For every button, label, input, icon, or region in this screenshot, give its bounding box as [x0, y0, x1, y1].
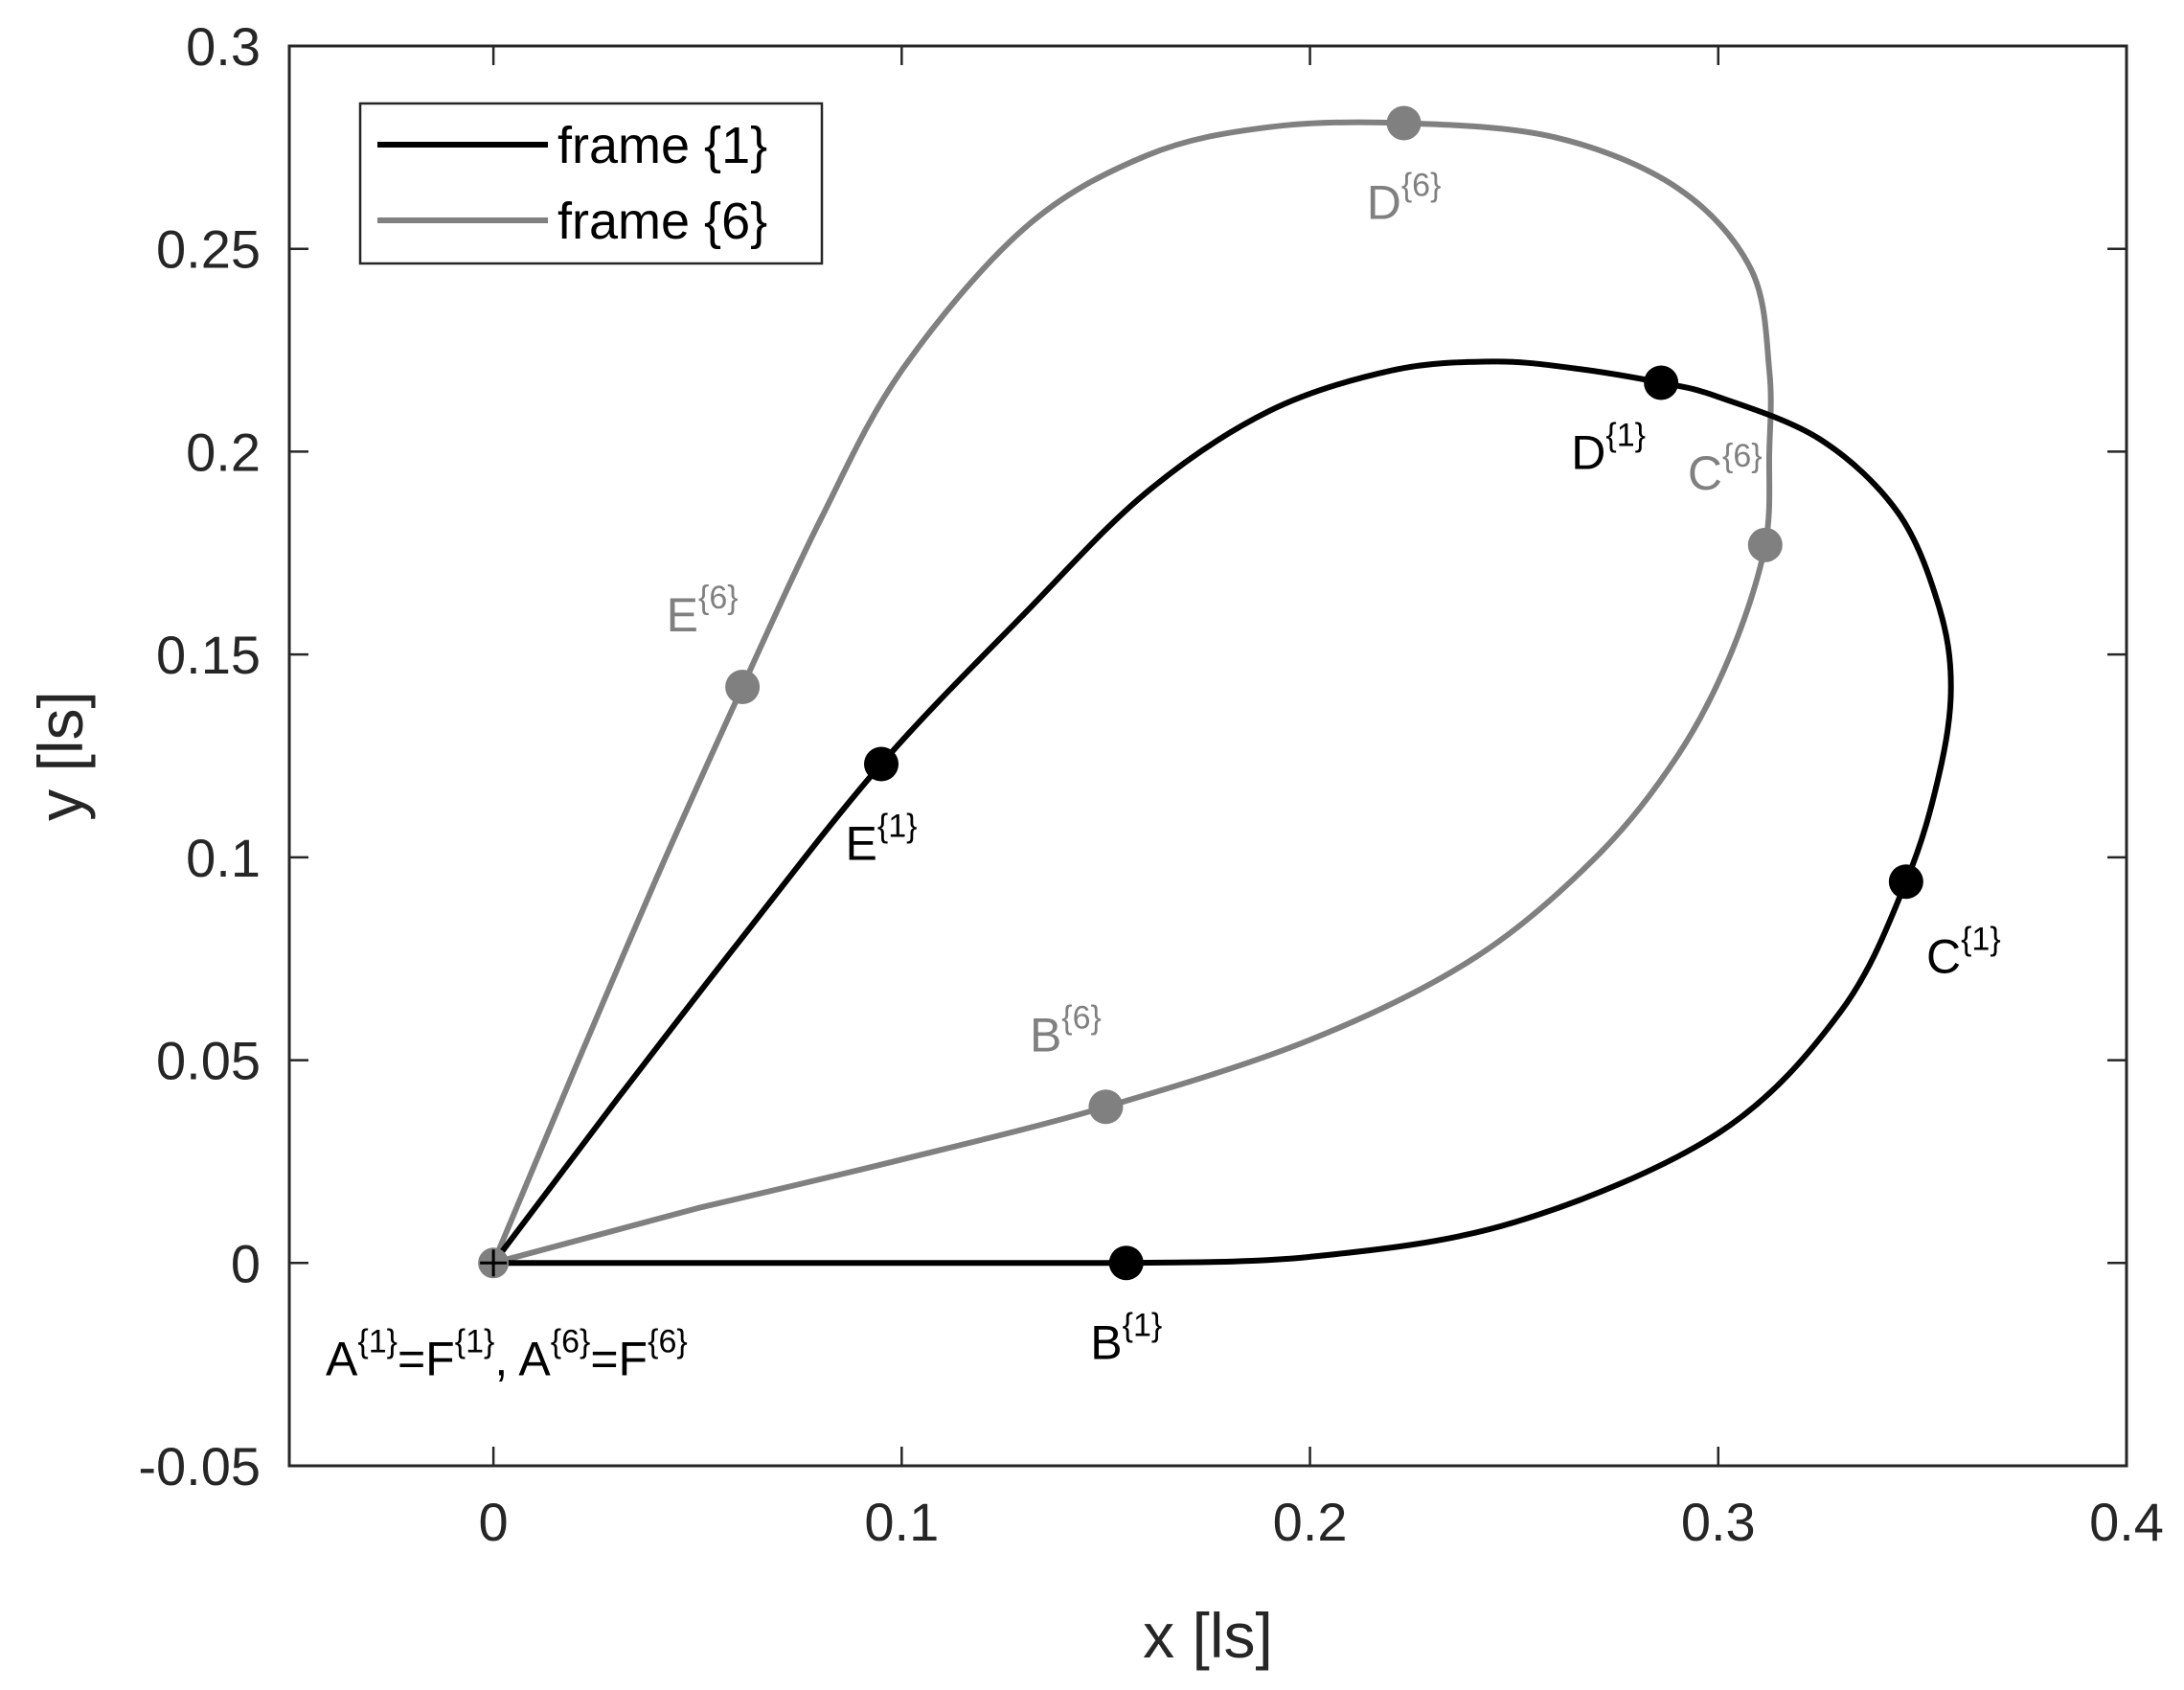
x-axis-label: x [ls]	[1143, 1600, 1273, 1671]
x-tick-label: 0	[479, 1492, 509, 1552]
y-tick-label: 0	[231, 1233, 261, 1293]
y-axis-label: y [ls]	[25, 691, 96, 821]
point-e-marker	[864, 746, 899, 782]
legend-box	[358, 102, 824, 265]
point-b-marker	[1088, 1089, 1124, 1125]
series-line-frame-6	[490, 119, 1774, 1267]
series-line-frame-1	[490, 358, 1954, 1267]
annotations-layer: B{6} C{6} D{6} E{6} B{1} C{1} D{1} E{1} A{1}=F{1…	[326, 167, 2001, 1385]
origin-label: A{1}=F{1}, A{6}=F{6}	[326, 1323, 688, 1385]
x-tick-label: 0.4	[2089, 1492, 2164, 1552]
y-tick-label: 0.2	[186, 422, 261, 482]
point-label: C{6}	[1688, 438, 1763, 500]
legend-label-frame-1: frame {1}	[557, 117, 767, 174]
y-tick-label: 0.15	[156, 625, 261, 685]
point-label: B{1}	[1090, 1307, 1162, 1369]
y-tick-label: 0.25	[156, 219, 261, 280]
x-tick-label: 0.2	[1273, 1492, 1348, 1552]
x-tick-label: 0.3	[1681, 1492, 1756, 1552]
y-tick-label: 0.3	[186, 16, 261, 77]
point-label: E{1}	[846, 808, 918, 870]
point-c-marker	[1747, 527, 1783, 562]
ticks-layer	[289, 44, 2128, 1468]
tick-labels-layer: 0 0.1 0.2 0.3 0.4 -0.05 0 0.05 0.1 0.15 0.2 0.25 0.3	[138, 16, 2164, 1552]
point-label: C{1}	[1926, 921, 2001, 983]
y-tick-label: 0.05	[156, 1031, 261, 1091]
x-tick-label: 0.1	[864, 1492, 939, 1552]
point-d-marker	[1386, 105, 1422, 141]
plot-frame	[287, 44, 2128, 1468]
point-b-marker	[1108, 1245, 1144, 1281]
point-label: D{6}	[1367, 167, 1442, 229]
point-label: B{6}	[1030, 999, 1102, 1062]
y-tick-label: 0.1	[186, 828, 261, 888]
y-tick-label: -0.05	[138, 1436, 261, 1496]
legend: frame {1} frame {6}	[358, 102, 824, 265]
point-label: E{6}	[667, 580, 739, 642]
point-label: D{1}	[1571, 417, 1646, 479]
legend-label-frame-6: frame {6}	[557, 193, 767, 250]
markers-layer	[478, 105, 1923, 1281]
point-e-marker	[725, 670, 761, 705]
point-d-marker	[1644, 365, 1679, 400]
curves-layer	[490, 119, 1954, 1267]
point-c-marker	[1888, 864, 1923, 900]
